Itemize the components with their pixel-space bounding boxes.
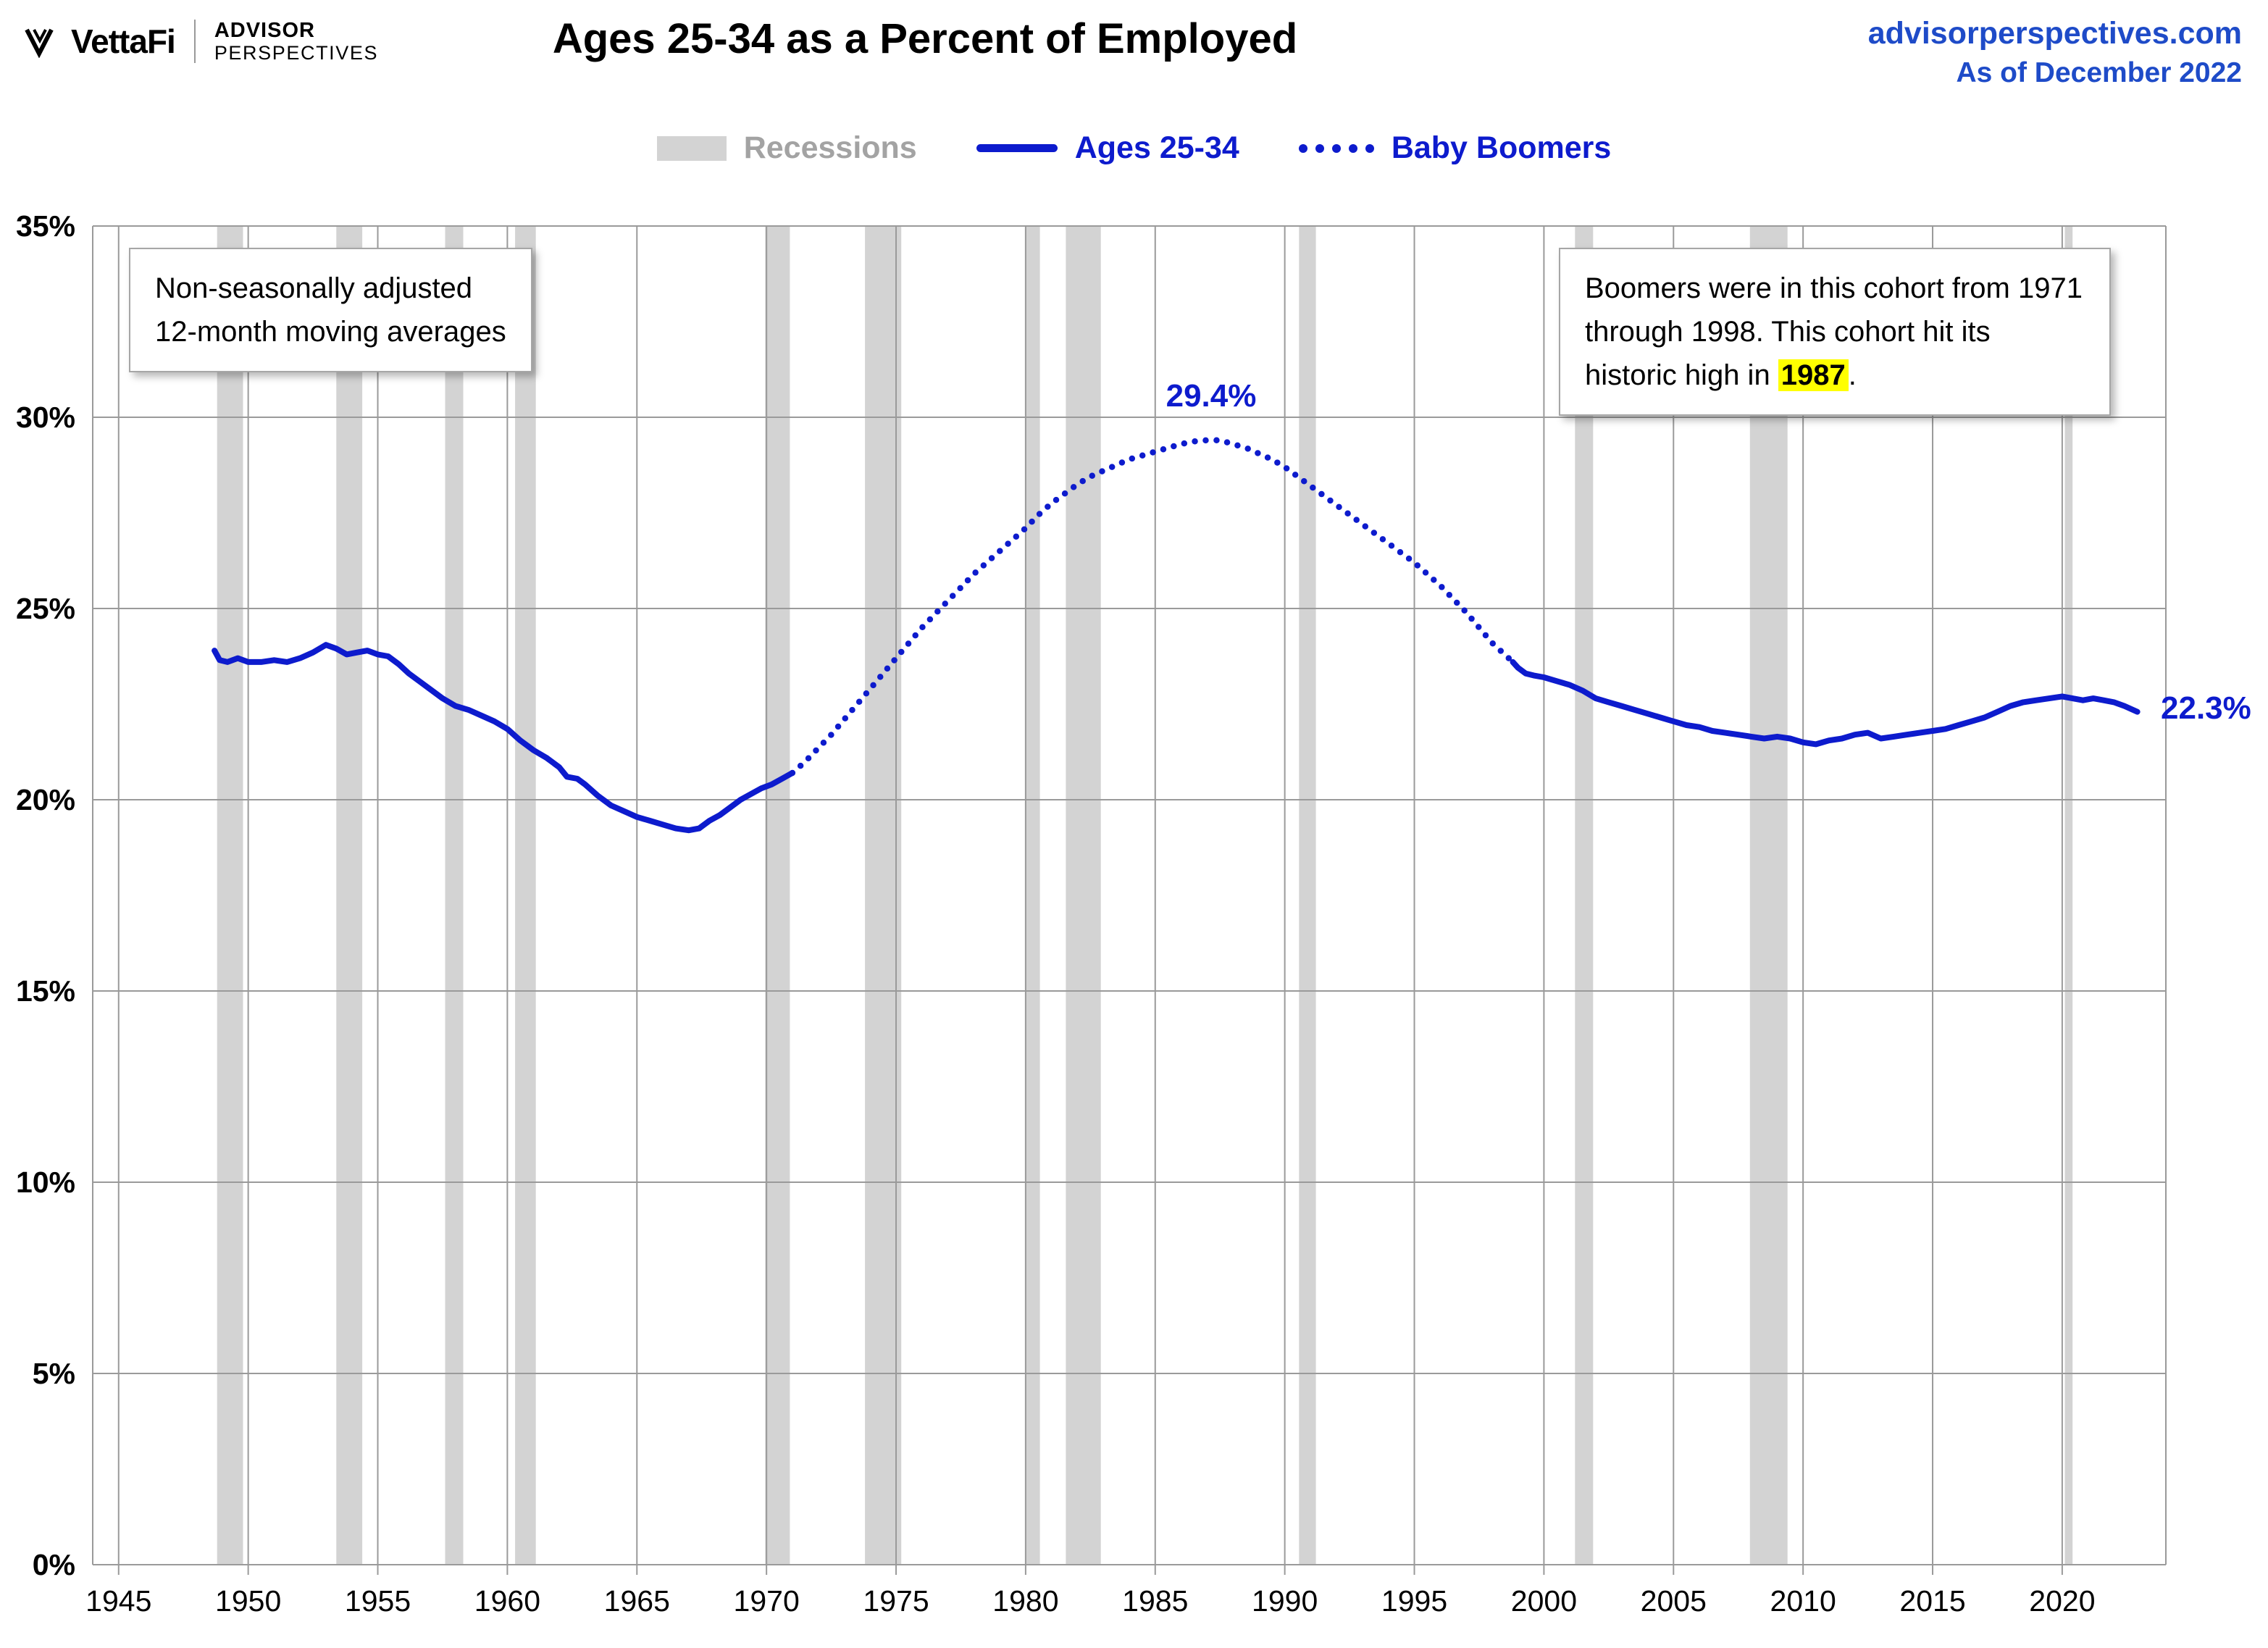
y-axis-label: 25%	[16, 592, 75, 625]
legend-label-ages: Ages 25-34	[1074, 130, 1239, 165]
recession-band	[445, 226, 464, 1565]
legend: Recessions Ages 25-34 Baby Boomers	[0, 130, 2268, 166]
note-right-highlight: 1987	[1778, 359, 1849, 391]
x-axis-label: 1945	[85, 1584, 151, 1618]
y-axis-label: 10%	[16, 1166, 75, 1199]
site-link[interactable]: advisorperspectives.com	[1867, 16, 2242, 51]
note-right-period: .	[1848, 359, 1857, 391]
recession-band	[2064, 226, 2073, 1565]
x-axis-label: 1950	[215, 1584, 281, 1618]
boomers-line	[789, 437, 1516, 777]
recession-band	[865, 226, 902, 1565]
x-axis-label: 1995	[1381, 1584, 1447, 1618]
legend-label-boomers: Baby Boomers	[1391, 130, 1612, 165]
x-axis-label: 1980	[992, 1584, 1058, 1618]
peak-value-label: 29.4%	[1166, 378, 1257, 414]
note-box-right: Boomers were in this cohort from 1971 th…	[1559, 248, 2111, 416]
y-axis-label: 35%	[16, 209, 75, 243]
recession-band	[515, 226, 536, 1565]
y-axis-label: 15%	[16, 974, 75, 1008]
page-title: Ages 25-34 as a Percent of Employed	[552, 15, 1298, 62]
recession-band	[1025, 226, 1040, 1565]
solid-line-swatch-icon	[976, 144, 1058, 152]
y-axis-label: 20%	[16, 783, 75, 816]
x-axis-label: 2010	[1770, 1584, 1836, 1618]
legend-item-ages: Ages 25-34	[976, 130, 1239, 166]
legend-item-boomers: Baby Boomers	[1298, 130, 1612, 166]
recession-band	[336, 226, 363, 1565]
recession-band	[1575, 226, 1594, 1565]
brand-advisor-label: ADVISOR	[214, 19, 315, 42]
x-axis-label: 1990	[1252, 1584, 1318, 1618]
recession-band	[765, 226, 790, 1565]
latest-value-label: 22.3%	[2161, 690, 2251, 726]
x-axis-label: 2005	[1641, 1584, 1707, 1618]
ages-line	[1510, 658, 2141, 748]
brand: VettaFi ADVISOR PERSPECTIVES	[23, 19, 378, 64]
dotted-line-swatch-icon	[1298, 143, 1374, 153]
y-axis-label: 0%	[33, 1548, 75, 1581]
legend-item-recessions: Recessions	[656, 130, 917, 166]
note-left-line1: Non-seasonally adjusted	[155, 272, 473, 304]
brand-wordmark: ADVISOR PERSPECTIVES	[214, 19, 378, 64]
x-axis-label: 1970	[734, 1584, 800, 1618]
y-axis-label: 5%	[33, 1357, 75, 1390]
x-axis-label: 1955	[345, 1584, 411, 1618]
brand-divider	[193, 20, 196, 64]
x-axis-label: 1965	[604, 1584, 670, 1618]
x-axis-label: 1960	[474, 1584, 540, 1618]
x-axis-label: 2015	[1899, 1584, 1965, 1618]
brand-name: VettaFi	[71, 22, 176, 61]
legend-label-recessions: Recessions	[743, 130, 917, 165]
note-box-left: Non-seasonally adjusted 12-month moving …	[129, 248, 532, 372]
recession-band	[1299, 226, 1316, 1565]
recession-band	[1066, 226, 1101, 1565]
x-axis-label: 1985	[1122, 1584, 1188, 1618]
x-axis-label: 2000	[1511, 1584, 1577, 1618]
recession-band	[217, 226, 243, 1565]
y-axis-label: 30%	[16, 401, 75, 434]
note-left-line2: 12-month moving averages	[155, 316, 506, 348]
brand-perspectives-label: PERSPECTIVES	[214, 42, 379, 64]
x-axis-label: 1975	[863, 1584, 929, 1618]
vettafi-logo-icon	[25, 28, 54, 59]
recession-band	[1749, 226, 1788, 1565]
recession-swatch-icon	[656, 135, 727, 161]
as-of-date: As of December 2022	[1956, 57, 2242, 88]
ages-line	[212, 642, 795, 834]
source-block: advisorperspectives.com As of December 2…	[1868, 16, 2242, 89]
x-axis-label: 2020	[2029, 1584, 2095, 1618]
note-right-text: Boomers were in this cohort from 1971 th…	[1585, 272, 2083, 391]
